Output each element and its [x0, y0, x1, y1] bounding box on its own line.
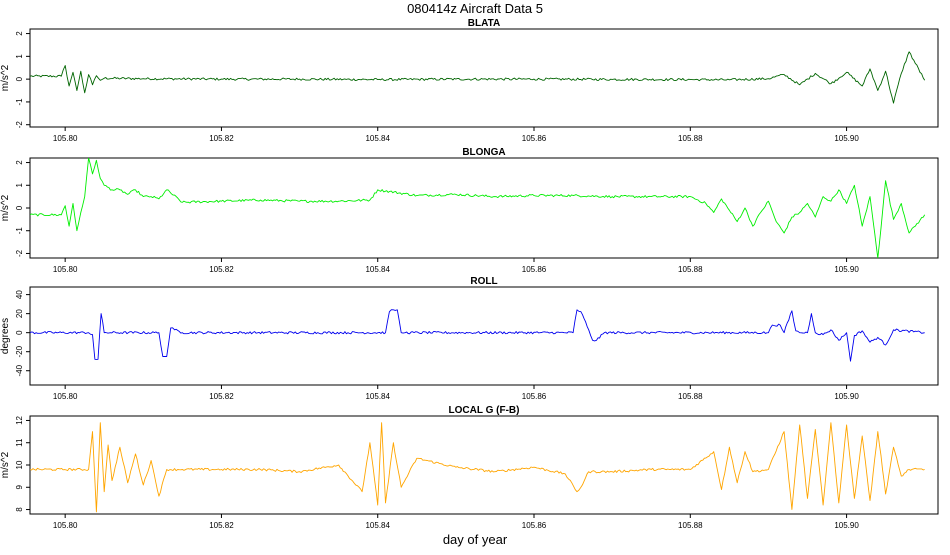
x-tick-label: 105.86: [522, 134, 547, 143]
panel-3: ROLL degrees 105.80 105.82 105.84 105.86 105.8…: [0, 276, 939, 401]
x-tick-label: 105.88: [678, 392, 703, 401]
series-line: [30, 309, 925, 362]
x-tick-label: 105.88: [678, 134, 703, 143]
figure-title: 080414z Aircraft Data 5: [407, 1, 543, 16]
x-tick-label: 105.84: [365, 392, 390, 401]
plot-frame: [29, 286, 939, 386]
y-tick-label: 11: [15, 438, 24, 447]
y-tick-label: 10: [15, 460, 24, 469]
y-tick-label: 1: [15, 54, 24, 59]
x-tick-label: 105.86: [522, 265, 547, 274]
series-line: [30, 422, 925, 513]
y-tick-label: 0: [15, 330, 24, 335]
y-tick-label: 0: [15, 76, 24, 81]
x-tick-label: 105.82: [209, 392, 234, 401]
plot-frame: [29, 157, 939, 259]
x-axis-label: day of year: [443, 532, 508, 547]
x-tick-label: 105.84: [365, 265, 390, 274]
plot-frame: [29, 28, 939, 128]
y-axis-label: degrees: [0, 318, 11, 354]
x-tick-label: 105.88: [678, 265, 703, 274]
y-tick-label: 2: [15, 31, 24, 36]
panel-title: BLONGA: [462, 147, 505, 158]
x-tick-label: 105.80: [53, 134, 78, 143]
x-tick-label: 105.86: [522, 521, 547, 530]
plot-frame: [29, 415, 939, 515]
x-tick-label: 105.84: [365, 134, 390, 143]
y-tick-label: 12: [15, 415, 24, 424]
y-tick-label: 9: [15, 484, 24, 489]
x-tick-label: 105.82: [209, 521, 234, 530]
y-tick-label: 20: [15, 309, 24, 318]
panel-title: ROLL: [470, 276, 497, 287]
x-tick-label: 105.90: [834, 134, 859, 143]
panel-title: LOCAL G (F-B): [449, 405, 520, 416]
y-tick-label: 40: [15, 290, 24, 299]
y-axis-label: m/s^2: [0, 194, 11, 221]
x-tick-label: 105.80: [53, 521, 78, 530]
y-axis-label: m/s^2: [0, 64, 11, 91]
x-tick-label: 105.88: [678, 521, 703, 530]
y-tick-label: 8: [15, 507, 24, 512]
x-tick-label: 105.90: [834, 521, 859, 530]
x-tick-label: 105.86: [522, 392, 547, 401]
x-tick-label: 105.82: [209, 265, 234, 274]
panel-title: BLATA: [468, 18, 500, 29]
y-tick-label: -1: [15, 98, 24, 106]
x-tick-label: 105.90: [834, 392, 859, 401]
x-tick-label: 105.90: [834, 265, 859, 274]
y-tick-label: -20: [15, 345, 24, 357]
y-tick-label: -2: [15, 121, 24, 129]
panel-1: BLATA m/s^2 105.80 105.82 105.84 105.86 105.88…: [0, 18, 939, 143]
x-tick-label: 105.84: [365, 521, 390, 530]
panel-2: BLONGA m/s^2 105.80 105.82 105.84 105.86 105.8…: [0, 147, 939, 274]
y-tick-label: 2: [15, 160, 24, 165]
y-tick-label: -2: [15, 249, 24, 257]
x-tick-label: 105.82: [209, 134, 234, 143]
series-line: [30, 158, 926, 258]
x-tick-label: 105.80: [53, 265, 78, 274]
series-line: [30, 51, 926, 104]
y-tick-label: 0: [15, 205, 24, 210]
y-tick-label: 1: [15, 182, 24, 187]
y-axis-label: m/s^2: [0, 451, 11, 478]
chart-panels: BLATA m/s^2 105.80 105.82 105.84 105.86 105.88…: [0, 18, 939, 530]
panel-4: LOCAL G (F-B) m/s^2 105.80 105.82 105.84 105.…: [0, 405, 939, 530]
x-tick-label: 105.80: [53, 392, 78, 401]
y-tick-label: -40: [15, 364, 24, 376]
y-tick-label: -1: [15, 227, 24, 235]
